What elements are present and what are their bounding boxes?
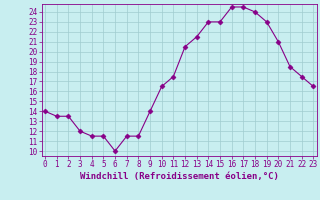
X-axis label: Windchill (Refroidissement éolien,°C): Windchill (Refroidissement éolien,°C) bbox=[80, 172, 279, 181]
